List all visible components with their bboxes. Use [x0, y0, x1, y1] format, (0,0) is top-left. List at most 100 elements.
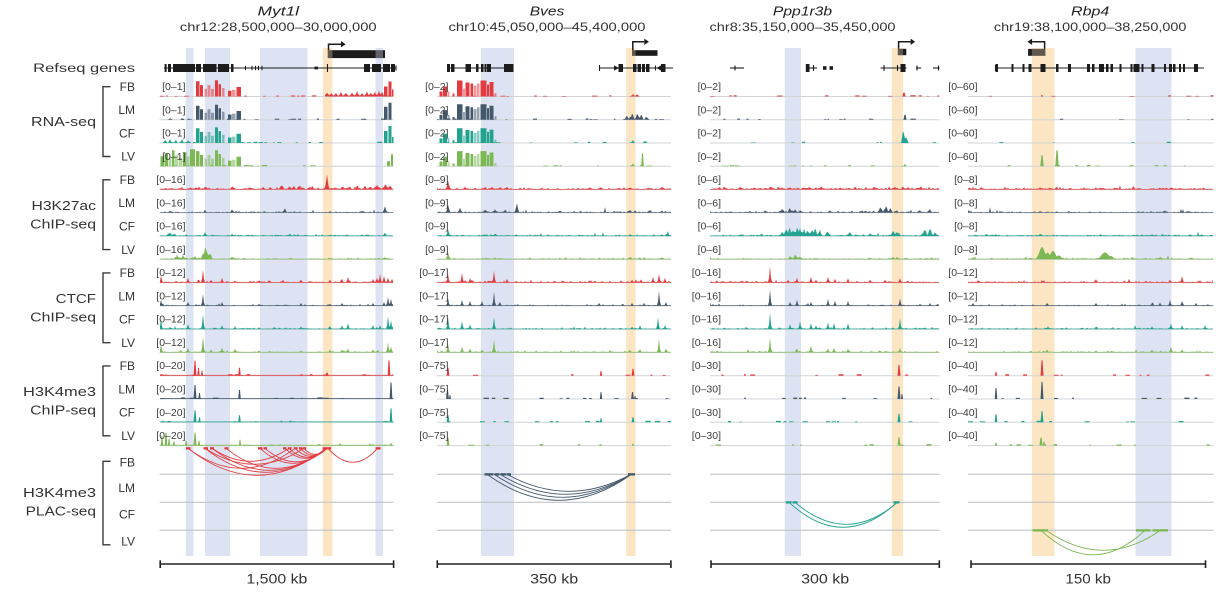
svg-text:H3K4me3: H3K4me3 — [23, 485, 96, 500]
svg-text:[0–16]: [0–16] — [156, 197, 185, 209]
svg-text:[0–17]: [0–17] — [419, 290, 448, 302]
svg-text:chr8:35,150,000–35,450,000: chr8:35,150,000–35,450,000 — [710, 20, 897, 34]
svg-text:[0–16]: [0–16] — [156, 174, 185, 186]
svg-text:[0–60]: [0–60] — [948, 104, 977, 116]
svg-text:[0–30]: [0–30] — [692, 384, 721, 396]
svg-text:[0–12]: [0–12] — [948, 267, 977, 279]
svg-text:[0–16]: [0–16] — [692, 337, 721, 349]
svg-text:Myt1l: Myt1l — [258, 5, 301, 19]
svg-text:[0–2]: [0–2] — [425, 151, 448, 163]
svg-text:LM: LM — [118, 196, 135, 210]
svg-text:LM: LM — [118, 481, 135, 495]
svg-text:[0–75]: [0–75] — [419, 384, 448, 396]
svg-text:[0–1]: [0–1] — [162, 151, 185, 163]
svg-text:ChIP-seq: ChIP-seq — [30, 310, 96, 325]
svg-text:[0–16]: [0–16] — [692, 290, 721, 302]
svg-text:[0–1]: [0–1] — [162, 104, 185, 116]
svg-text:[0–1]: [0–1] — [162, 81, 185, 93]
svg-text:[0–16]: [0–16] — [156, 221, 185, 233]
svg-text:[0–12]: [0–12] — [156, 337, 185, 349]
svg-text:Rbp4: Rbp4 — [1071, 5, 1109, 19]
svg-text:[0–17]: [0–17] — [419, 314, 448, 326]
svg-text:[0–9]: [0–9] — [425, 244, 448, 256]
svg-text:[0–2]: [0–2] — [698, 81, 721, 93]
svg-text:[0–20]: [0–20] — [156, 430, 185, 442]
svg-text:LM: LM — [118, 289, 135, 303]
svg-text:CF: CF — [119, 406, 135, 420]
svg-text:[0–1]: [0–1] — [162, 128, 185, 140]
svg-text:350 kb: 350 kb — [530, 571, 578, 587]
svg-text:300 kb: 300 kb — [801, 571, 849, 587]
svg-text:LM: LM — [118, 382, 135, 396]
svg-text:[0–12]: [0–12] — [948, 337, 977, 349]
svg-text:[0–40]: [0–40] — [948, 407, 977, 419]
svg-text:[0–2]: [0–2] — [698, 128, 721, 140]
svg-text:[0–75]: [0–75] — [419, 407, 448, 419]
svg-text:CF: CF — [119, 313, 135, 327]
svg-text:LV: LV — [121, 243, 135, 257]
svg-text:[0–75]: [0–75] — [419, 430, 448, 442]
svg-text:CF: CF — [119, 220, 135, 234]
svg-text:[0–20]: [0–20] — [156, 407, 185, 419]
svg-text:LM: LM — [118, 103, 135, 117]
svg-text:[0–40]: [0–40] — [948, 384, 977, 396]
svg-text:Refseq genes: Refseq genes — [33, 61, 135, 75]
svg-text:[0–8]: [0–8] — [954, 174, 977, 186]
svg-text:[0–40]: [0–40] — [948, 360, 977, 372]
svg-text:[0–12]: [0–12] — [948, 314, 977, 326]
svg-text:FB: FB — [120, 80, 135, 94]
svg-text:CF: CF — [119, 126, 135, 140]
svg-text:[0–2]: [0–2] — [425, 104, 448, 116]
svg-text:[0–2]: [0–2] — [425, 128, 448, 140]
svg-text:[0–30]: [0–30] — [692, 430, 721, 442]
svg-text:[0–16]: [0–16] — [692, 267, 721, 279]
svg-text:chr12:28,500,000–30,000,000: chr12:28,500,000–30,000,000 — [180, 20, 377, 34]
svg-text:[0–6]: [0–6] — [698, 221, 721, 233]
svg-text:[0–9]: [0–9] — [425, 197, 448, 209]
svg-text:chr10:45,050,000–45,400,000: chr10:45,050,000–45,400,000 — [449, 20, 647, 34]
svg-text:LV: LV — [121, 535, 135, 549]
svg-text:[0–40]: [0–40] — [948, 430, 977, 442]
svg-text:[0–9]: [0–9] — [425, 221, 448, 233]
svg-text:1,500 kb: 1,500 kb — [246, 571, 307, 587]
svg-text:[0–8]: [0–8] — [954, 244, 977, 256]
svg-text:[0–20]: [0–20] — [156, 384, 185, 396]
svg-text:[0–2]: [0–2] — [425, 81, 448, 93]
svg-text:LV: LV — [121, 429, 135, 443]
svg-text:[0–6]: [0–6] — [698, 244, 721, 256]
svg-text:[0–16]: [0–16] — [692, 314, 721, 326]
svg-text:[0–12]: [0–12] — [156, 267, 185, 279]
svg-text:Bves: Bves — [530, 5, 565, 19]
svg-text:Ppp1r3b: Ppp1r3b — [773, 5, 832, 19]
svg-text:CTCF: CTCF — [56, 291, 96, 306]
svg-text:[0–60]: [0–60] — [948, 128, 977, 140]
svg-text:[0–12]: [0–12] — [156, 314, 185, 326]
svg-text:[0–8]: [0–8] — [954, 197, 977, 209]
svg-text:[0–8]: [0–8] — [954, 221, 977, 233]
svg-text:FB: FB — [120, 456, 135, 470]
svg-text:PLAC-seq: PLAC-seq — [26, 504, 96, 519]
svg-text:150 kb: 150 kb — [1065, 571, 1111, 587]
svg-text:LV: LV — [121, 336, 135, 350]
svg-text:ChIP-seq: ChIP-seq — [30, 403, 96, 418]
svg-text:LV: LV — [121, 150, 135, 164]
svg-text:[0–75]: [0–75] — [419, 360, 448, 372]
svg-text:[0–6]: [0–6] — [698, 174, 721, 186]
svg-text:FB: FB — [120, 266, 135, 280]
svg-text:CF: CF — [119, 507, 135, 521]
svg-text:chr19:38,100,000–38,250,000: chr19:38,100,000–38,250,000 — [994, 20, 1187, 34]
svg-text:[0–12]: [0–12] — [156, 290, 185, 302]
svg-text:[0–17]: [0–17] — [419, 337, 448, 349]
svg-text:RNA-seq: RNA-seq — [31, 114, 96, 129]
svg-text:[0–60]: [0–60] — [948, 81, 977, 93]
svg-text:[0–12]: [0–12] — [948, 290, 977, 302]
svg-text:[0–60]: [0–60] — [948, 151, 977, 163]
svg-text:FB: FB — [120, 173, 135, 187]
svg-text:[0–30]: [0–30] — [692, 360, 721, 372]
svg-text:ChIP-seq: ChIP-seq — [30, 217, 96, 232]
svg-text:[0–17]: [0–17] — [419, 267, 448, 279]
svg-text:[0–2]: [0–2] — [698, 104, 721, 116]
svg-text:H3K4me3: H3K4me3 — [23, 384, 96, 399]
svg-text:[0–30]: [0–30] — [692, 407, 721, 419]
svg-text:[0–16]: [0–16] — [156, 244, 185, 256]
